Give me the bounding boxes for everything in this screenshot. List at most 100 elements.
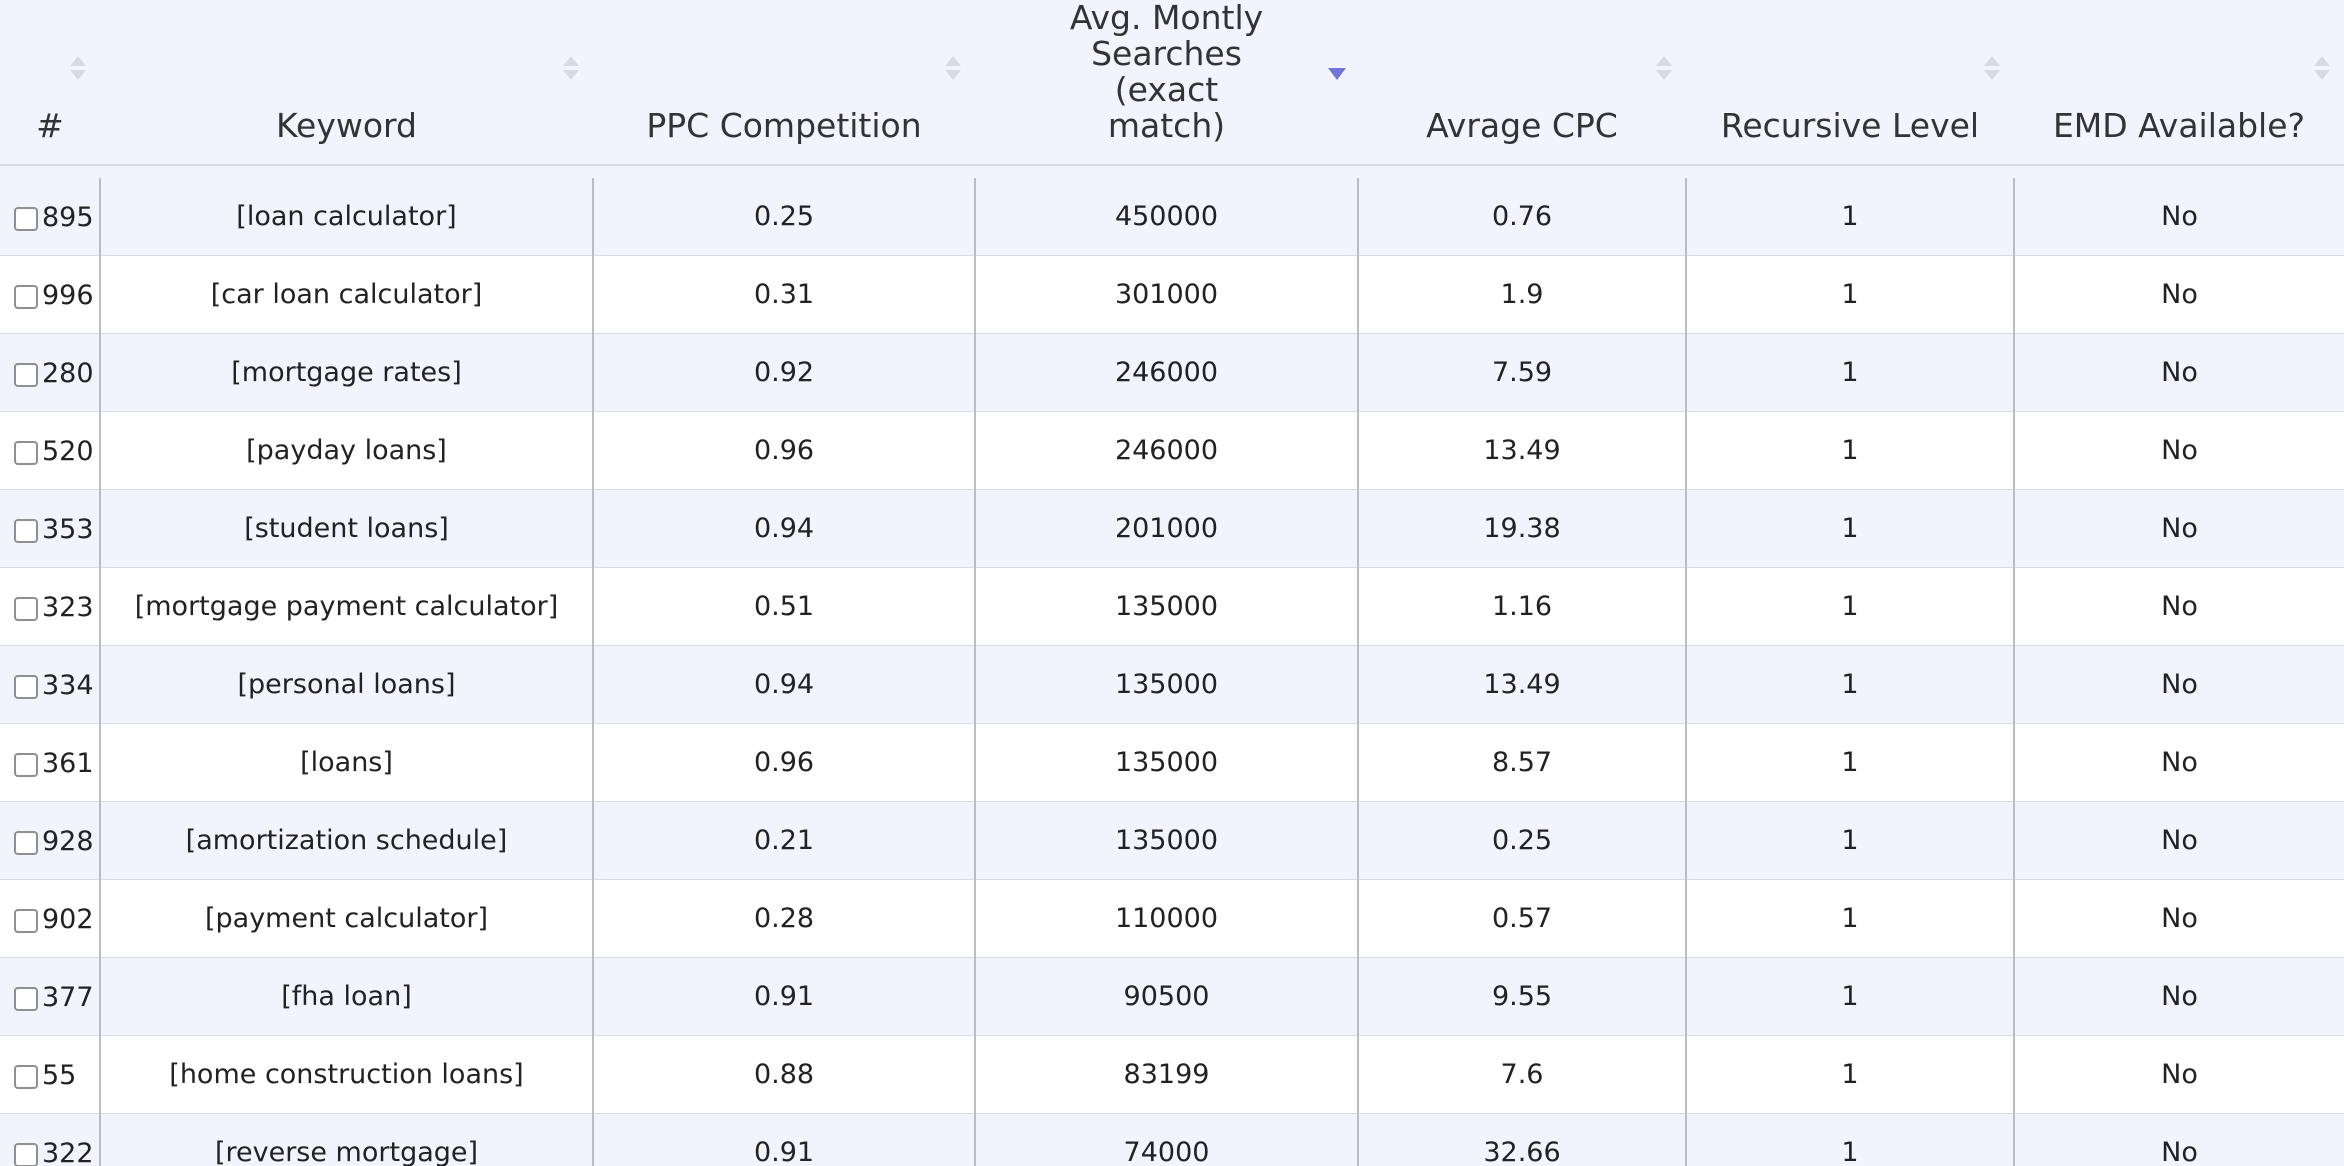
row-checkbox[interactable] — [14, 597, 38, 621]
column-header-num[interactable]: # — [0, 0, 100, 166]
sort-icon[interactable] — [2314, 56, 2330, 82]
table-row[interactable]: 361 [loans] 0.96 135000 8.57 1 No — [0, 723, 2344, 802]
table-row[interactable]: 377 [fha loan] 0.91 90500 9.55 1 No — [0, 957, 2344, 1036]
cell-searches: 83199 — [975, 1035, 1359, 1114]
row-number: 353 — [42, 513, 94, 545]
column-header-searches[interactable]: Avg. Montly Searches (exact match) — [975, 0, 1358, 166]
table-row[interactable]: 996 [car loan calculator] 0.31 301000 1.9 1 No — [0, 255, 2344, 334]
cell-keyword: [loans] — [100, 723, 594, 802]
sort-icon[interactable] — [945, 56, 961, 82]
column-header-label: Recursive Level — [1720, 106, 1980, 145]
table-row[interactable]: 928 [amortization schedule] 0.21 135000 0.25… — [0, 801, 2344, 880]
row-number: 334 — [42, 669, 94, 701]
row-number: 377 — [42, 981, 94, 1013]
cell-level: 1 — [1686, 255, 2015, 334]
column-header-label: EMD Available? — [2052, 106, 2306, 145]
sort-desc-icon[interactable] — [1328, 56, 1346, 82]
cell-cpc: 1.9 — [1358, 255, 1687, 334]
sort-icon[interactable] — [1984, 56, 2000, 82]
cell-keyword: [reverse mortgage] — [100, 1113, 594, 1166]
cell-num: 322 — [0, 1113, 101, 1166]
cell-ppc: 0.91 — [593, 957, 976, 1036]
sort-icon[interactable] — [563, 56, 579, 82]
row-number: 520 — [42, 435, 94, 467]
column-header-label: Avrage CPC — [1426, 106, 1618, 145]
cell-cpc: 13.49 — [1358, 411, 1687, 490]
row-checkbox[interactable] — [14, 909, 38, 933]
cell-num: 928 — [0, 801, 101, 880]
cell-num: 361 — [0, 723, 101, 802]
cell-emd: No — [2014, 957, 2344, 1036]
cell-ppc: 0.94 — [593, 645, 976, 724]
row-checkbox[interactable] — [14, 285, 38, 309]
cell-cpc: 8.57 — [1358, 723, 1687, 802]
cell-num: 55 — [0, 1035, 101, 1114]
table-row[interactable]: 322 [reverse mortgage] 0.91 74000 32.66 1 No — [0, 1113, 2344, 1166]
table-row[interactable]: 323 [mortgage payment calculator] 0.51 1350… — [0, 567, 2344, 646]
cell-emd: No — [2014, 489, 2344, 568]
row-number: 895 — [42, 201, 94, 233]
cell-cpc: 9.55 — [1358, 957, 1687, 1036]
row-checkbox[interactable] — [14, 987, 38, 1011]
cell-emd: No — [2014, 645, 2344, 724]
row-checkbox[interactable] — [14, 519, 38, 543]
table-row[interactable]: 280 [mortgage rates] 0.92 246000 7.59 1 No — [0, 333, 2344, 412]
table-row[interactable]: 895 [loan calculator] 0.25 450000 0.76 1 No — [0, 178, 2344, 256]
table-row[interactable]: 902 [payment calculator] 0.28 110000 0.57 1 No — [0, 879, 2344, 958]
table-row[interactable]: 520 [payday loans] 0.96 246000 13.49 1 No — [0, 411, 2344, 490]
row-checkbox[interactable] — [14, 753, 38, 777]
cell-searches: 135000 — [975, 567, 1359, 646]
cell-searches: 246000 — [975, 411, 1359, 490]
row-number: 996 — [42, 279, 94, 311]
table-row[interactable]: 334 [personal loans] 0.94 135000 13.49 1 No — [0, 645, 2344, 724]
cell-emd: No — [2014, 723, 2344, 802]
cell-keyword: [student loans] — [100, 489, 594, 568]
cell-ppc: 0.28 — [593, 879, 976, 958]
cell-emd: No — [2014, 411, 2344, 490]
cell-searches: 450000 — [975, 178, 1359, 256]
table-row[interactable]: 353 [student loans] 0.94 201000 19.38 1 No — [0, 489, 2344, 568]
cell-level: 1 — [1686, 333, 2015, 412]
cell-emd: No — [2014, 801, 2344, 880]
cell-level: 1 — [1686, 723, 2015, 802]
cell-cpc: 0.57 — [1358, 879, 1687, 958]
cell-ppc: 0.91 — [593, 1113, 976, 1166]
cell-searches: 246000 — [975, 333, 1359, 412]
cell-num: 353 — [0, 489, 101, 568]
cell-level: 1 — [1686, 1113, 2015, 1166]
cell-keyword: [amortization schedule] — [100, 801, 594, 880]
row-checkbox[interactable] — [14, 1065, 38, 1089]
table-row[interactable]: 55 [home construction loans] 0.88 83199 7.6 1… — [0, 1035, 2344, 1114]
cell-ppc: 0.96 — [593, 411, 976, 490]
cell-emd: No — [2014, 178, 2344, 256]
sort-icon[interactable] — [1656, 56, 1672, 82]
row-number: 361 — [42, 747, 94, 779]
cell-level: 1 — [1686, 178, 2015, 256]
cell-searches: 135000 — [975, 801, 1359, 880]
cell-keyword: [mortgage payment calculator] — [100, 567, 594, 646]
column-header-cpc[interactable]: Avrage CPC — [1358, 0, 1686, 166]
cell-ppc: 0.92 — [593, 333, 976, 412]
row-checkbox[interactable] — [14, 831, 38, 855]
row-number: 902 — [42, 903, 94, 935]
cell-cpc: 0.76 — [1358, 178, 1687, 256]
cell-cpc: 1.16 — [1358, 567, 1687, 646]
row-checkbox[interactable] — [14, 441, 38, 465]
sort-icon[interactable] — [70, 56, 86, 82]
column-header-level[interactable]: Recursive Level — [1686, 0, 2014, 166]
cell-level: 1 — [1686, 801, 2015, 880]
table-header-row: # Keyword PPC Competition Avg. Montly Searc… — [0, 0, 2344, 166]
column-header-ppc[interactable]: PPC Competition — [593, 0, 975, 166]
column-header-label: Keyword — [276, 106, 417, 145]
cell-ppc: 0.51 — [593, 567, 976, 646]
row-checkbox[interactable] — [14, 1143, 38, 1166]
row-number: 928 — [42, 825, 94, 857]
column-header-emd[interactable]: EMD Available? — [2014, 0, 2344, 166]
row-checkbox[interactable] — [14, 207, 38, 231]
header-spacer — [0, 165, 2344, 178]
row-checkbox[interactable] — [14, 675, 38, 699]
column-header-keyword[interactable]: Keyword — [100, 0, 593, 166]
row-checkbox[interactable] — [14, 363, 38, 387]
